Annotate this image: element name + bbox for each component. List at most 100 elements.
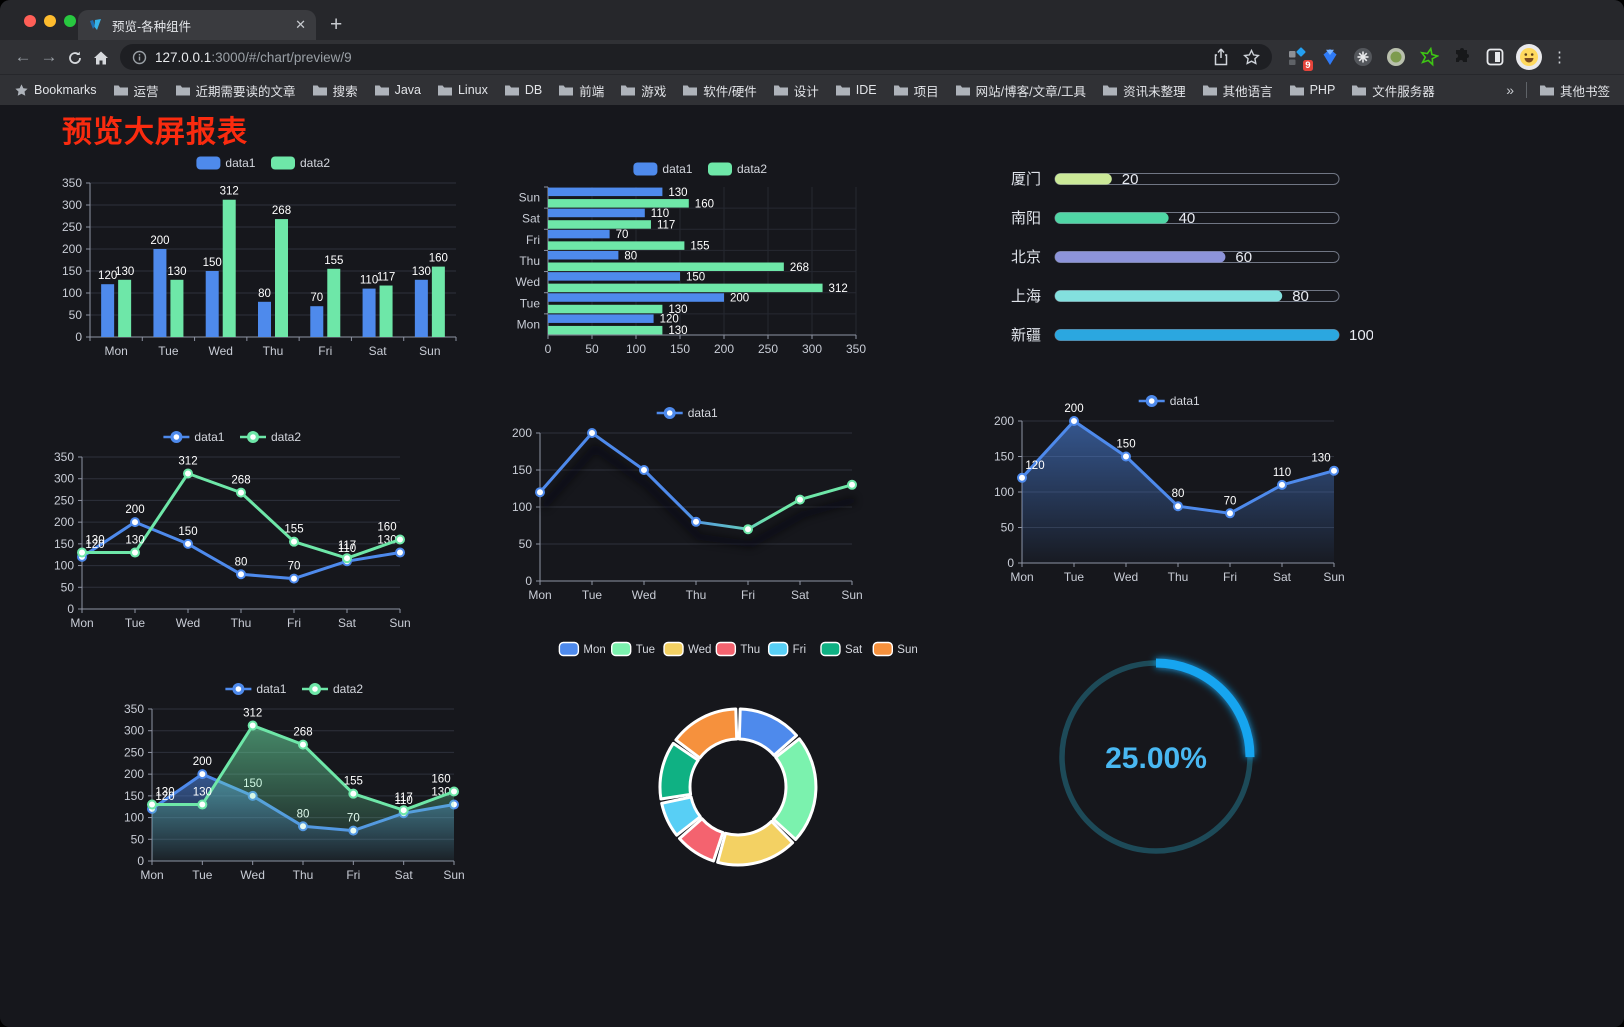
svg-text:100: 100 (626, 342, 646, 356)
bookmark-folder[interactable]: 游戏 (620, 81, 666, 100)
bookmark-folder[interactable]: 文件服务器 (1351, 81, 1435, 100)
legend-item-Mon[interactable]: Mon (558, 641, 606, 657)
legend-item-data2[interactable]: data2 (708, 162, 767, 176)
bookmark-folder[interactable]: 搜索 (312, 81, 358, 100)
browser-menu-button[interactable]: ⋮ (1552, 49, 1567, 66)
bookmark-folder[interactable]: DB (504, 83, 542, 97)
chart-area-multi[interactable]: data1 data2 0 50 100 150 200 250 300 350 Mon Tue Wed… (112, 675, 468, 891)
extension-olive-circle-icon[interactable] (1385, 46, 1407, 68)
legend-item-data2[interactable]: data2 (302, 682, 363, 696)
svg-text:150: 150 (1116, 439, 1135, 451)
chart-grouped-bar-vertical[interactable]: data1 data2 0 50 100 150 200 250 300 350 Mon Tue Wed… (48, 149, 466, 367)
bookmark-label: PHP (1309, 83, 1336, 97)
bar-data1 (548, 208, 645, 218)
bookmark-folder[interactable]: PHP (1289, 83, 1336, 97)
bookmark-folder[interactable]: IDE (835, 83, 877, 97)
chart-city-progress-bars[interactable]: 厦门 20 南阳 40 北京 60 上海 80 新疆 100 0 20 40 60 80 100 (993, 157, 1373, 389)
legend-item-data2[interactable]: data2 (271, 156, 330, 170)
donut-slice-Mon[interactable] (737, 707, 798, 757)
chart-line-gradient[interactable]: data1 0 50 100 150 200 Mon Tue Wed Thu Fri Sat Sun (500, 399, 866, 611)
svg-text:20: 20 (1103, 386, 1120, 389)
window-close-button[interactable] (24, 15, 36, 27)
bookmark-label: 其他语言 (1222, 84, 1273, 99)
bookmark-star-icon[interactable] (1243, 48, 1260, 66)
legend-item-data1[interactable]: data1 (656, 406, 718, 420)
legend-item-data2[interactable]: data2 (240, 430, 301, 444)
back-button[interactable]: ← (14, 47, 32, 66)
reload-button[interactable] (62, 48, 88, 66)
svg-text:110: 110 (360, 275, 378, 287)
donut-slice-Sat[interactable] (658, 741, 700, 801)
legend-item-Fri[interactable]: Fri (767, 641, 806, 657)
bookmark-folder[interactable]: 项目 (893, 81, 939, 100)
chart-grouped-bar-horizontal[interactable]: data1 data2 0 50 100 150 200 250 300 350 Sun Sat Fri… (502, 155, 886, 367)
bookmark-folder[interactable]: 设计 (773, 81, 819, 100)
svg-text:Mon: Mon (583, 644, 605, 656)
address-bar[interactable]: 127.0.0.1:3000/#/chart/preview/9 (120, 44, 1272, 70)
donut-slice-Thu[interactable] (678, 817, 725, 863)
legend-item-data1[interactable]: data1 (633, 162, 693, 176)
svg-text:40: 40 (1179, 210, 1196, 227)
legend-item-Thu[interactable]: Thu (715, 641, 760, 657)
svg-text:312: 312 (178, 456, 197, 468)
legend-item-data1[interactable]: data1 (1138, 394, 1200, 408)
legend-item-data1[interactable]: data1 (196, 156, 256, 170)
svg-text:312: 312 (220, 186, 239, 198)
home-button[interactable] (88, 48, 114, 66)
legend-item-Tue[interactable]: Tue (611, 641, 655, 657)
forward-button[interactable]: → (40, 47, 58, 66)
bookmark-folder[interactable]: 近期需要读的文章 (175, 81, 296, 100)
bookmark-folder[interactable]: 其他语言 (1202, 81, 1273, 100)
other-bookmarks-folder[interactable]: 其他书签 (1539, 81, 1610, 100)
bookmark-folder[interactable]: 网站/博客/文章/工具 (955, 81, 1086, 100)
tab-close-button[interactable]: ✕ (295, 17, 306, 32)
home-icon (94, 51, 108, 65)
legend-item-Sun[interactable]: Sun (872, 641, 918, 657)
legend-item-Wed[interactable]: Wed (663, 641, 711, 657)
legend-item-data1[interactable]: data1 (163, 430, 225, 444)
extension-split-square-icon[interactable] (1484, 46, 1506, 68)
bar-data2 (327, 268, 341, 337)
legend-item-data1[interactable]: data1 (225, 682, 287, 696)
bar-data2 (222, 199, 236, 337)
bookmarks-manager[interactable]: Bookmarks (14, 83, 97, 98)
share-icon[interactable] (1213, 48, 1229, 66)
window-minimize-button[interactable] (44, 15, 56, 27)
chart-line-multi[interactable]: data1 data2 0 50 100 150 200 250 300 350 Mon Tue Wed… (42, 423, 414, 639)
site-info-icon[interactable] (132, 50, 147, 65)
donut-slice-Fri[interactable] (660, 795, 702, 837)
extension-green-star-icon[interactable] (1418, 46, 1440, 68)
bookmarks-divider (1525, 82, 1527, 98)
window-controls (24, 15, 76, 27)
bookmark-folder[interactable]: Linux (437, 83, 488, 97)
legend-item-Sat[interactable]: Sat (820, 641, 863, 657)
svg-text:data1: data1 (662, 162, 692, 176)
extensions-puzzle-icon[interactable] (1451, 46, 1473, 68)
donut-slice-Tue[interactable] (772, 737, 818, 841)
extension-juejin-icon[interactable]: 9 (1286, 46, 1313, 71)
chart-area-single[interactable]: data1 0 50 100 150 200 Mon Tue Wed Thu Fri Sat Sun 12… (982, 387, 1348, 593)
svg-text:Thu: Thu (740, 644, 760, 656)
bookmark-folder[interactable]: 软件/硬件 (682, 81, 757, 100)
new-tab-button[interactable]: + (330, 13, 343, 36)
bookmarks-overflow-chevron[interactable]: » (1506, 82, 1514, 98)
chart-ring-progress[interactable]: 25.00% (1050, 647, 1262, 863)
browser-tab[interactable]: 预览-各种组件 ✕ (78, 10, 316, 40)
extension-dark-circle-icon[interactable] (1352, 46, 1374, 68)
progress-fill-厦门 (1055, 173, 1112, 185)
svg-text:150: 150 (512, 463, 532, 477)
bookmark-folder[interactable]: 运营 (113, 81, 159, 100)
bookmark-folder[interactable]: 前端 (558, 81, 604, 100)
bookmark-folder[interactable]: Java (374, 83, 421, 97)
progress-chart-svg: 厦门 20 南阳 40 北京 60 上海 80 新疆 100 0 20 40 60 80 100 (1011, 171, 1373, 389)
svg-text:117: 117 (657, 219, 675, 231)
profile-avatar[interactable] (1516, 44, 1542, 70)
svg-text:0: 0 (1051, 386, 1059, 389)
bookmark-folder[interactable]: 资讯未整理 (1102, 81, 1186, 100)
donut-slice-Sun[interactable] (674, 707, 739, 760)
svg-text:100: 100 (54, 559, 74, 573)
donut-slice-Wed[interactable] (716, 819, 795, 867)
extension-gem-icon[interactable] (1319, 46, 1341, 68)
window-zoom-button[interactable] (64, 15, 76, 27)
chart-week-donut[interactable]: Mon Tue Wed Thu Fri Sat Sun (548, 637, 928, 877)
